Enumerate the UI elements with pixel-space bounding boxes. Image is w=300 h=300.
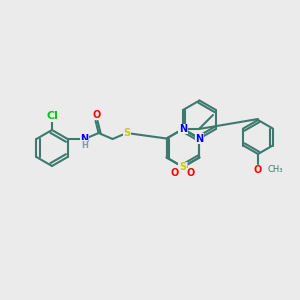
Text: N: N xyxy=(80,134,89,144)
Text: N: N xyxy=(179,162,187,172)
Text: Cl: Cl xyxy=(46,111,58,121)
Text: N: N xyxy=(179,124,187,134)
Text: S: S xyxy=(179,162,187,172)
Text: O: O xyxy=(254,165,262,175)
Text: S: S xyxy=(123,128,130,138)
Text: O: O xyxy=(92,110,101,120)
Text: O: O xyxy=(171,168,179,178)
Text: N: N xyxy=(195,134,203,143)
Text: CH₃: CH₃ xyxy=(268,166,283,175)
Text: H: H xyxy=(81,140,88,149)
Text: O: O xyxy=(187,168,195,178)
